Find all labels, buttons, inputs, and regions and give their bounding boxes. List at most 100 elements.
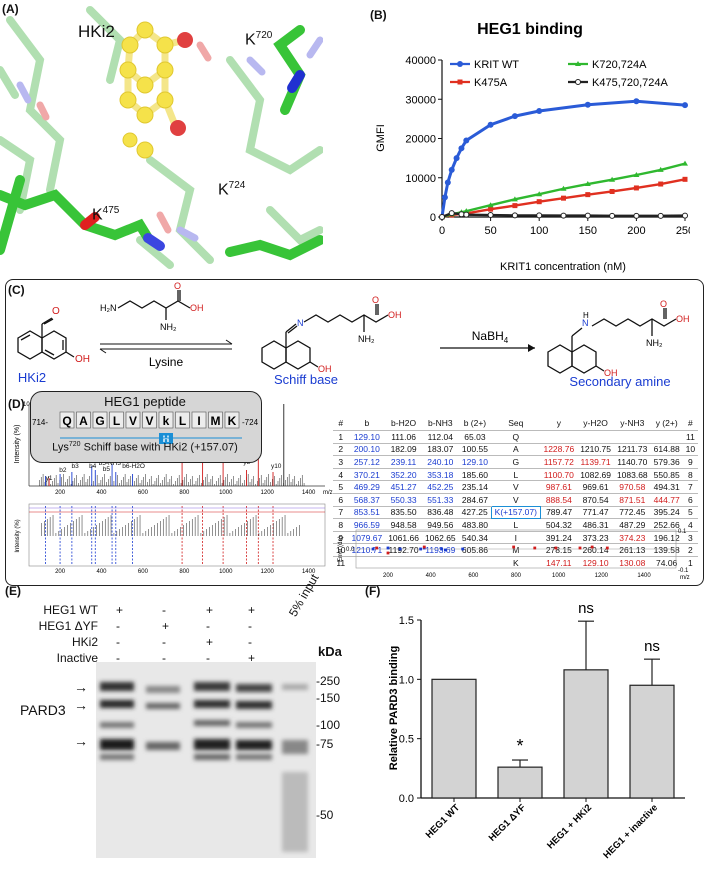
data-point: [584, 181, 591, 187]
chart-f-bars: HEG1 WT * HEG1 ΔYF ns HEG1 + HKi2 ns HEG1 + in…: [424, 600, 675, 861]
svg-text:Q: Q: [62, 414, 71, 428]
panel-a-ligand-label: HKi2: [78, 22, 115, 41]
ion-table-cell: 853.51: [348, 505, 386, 519]
blot-lane-sign: -: [206, 651, 210, 665]
svg-text:A: A: [79, 414, 88, 428]
error-point: [386, 551, 390, 555]
svg-text:H: H: [583, 311, 589, 320]
spectrum-xtick: 1400: [302, 490, 316, 496]
panel-label-c: (C): [8, 283, 25, 297]
ion-table-cell: 183.07: [421, 442, 459, 456]
secondary-amine-structure: [547, 308, 677, 374]
svg-text:OH: OH: [388, 310, 402, 320]
data-point: [487, 212, 494, 219]
ion-table-cell: K(+157.07): [490, 505, 541, 520]
mirror-xtick: 600: [138, 569, 149, 575]
chart-b-ylabel: GMFI: [375, 124, 387, 152]
chart-b-series: [439, 98, 688, 220]
ion-table-cell: 568.37: [348, 492, 386, 507]
chart-b-xtick: 50: [484, 225, 496, 237]
chart-b-series-3: [439, 210, 688, 220]
data-point: [536, 108, 543, 115]
blot-lane-sign: -: [116, 635, 120, 649]
ion-table-cell: A: [491, 442, 541, 456]
svg-text:K: K: [228, 414, 237, 428]
ion-table-cell: 870.54: [577, 492, 614, 507]
data-point: [511, 212, 518, 219]
ion-table-row: 9 1079.67 1061.66 1062.65 540.34 I 391.24 373.2…: [333, 530, 699, 544]
ion-table-cell: 1: [333, 430, 349, 444]
data-point: [609, 212, 616, 219]
spectrum-xtick: 400: [96, 490, 107, 496]
data-point: [536, 191, 543, 197]
peak-label: b6-H2O: [122, 463, 145, 470]
ion-table-cell: 7: [333, 505, 349, 519]
ion-table-cell: [613, 430, 651, 444]
ion-table-cell: [577, 430, 614, 444]
error-point: [375, 546, 379, 550]
blot-arrows: → → →: [74, 679, 88, 749]
ion-table-cell: 771.47: [577, 505, 614, 519]
blot-lane-sign: +: [162, 619, 170, 633]
error-point: [398, 547, 402, 551]
svg-text:O: O: [372, 295, 379, 305]
data-point: [682, 212, 688, 219]
error-point: [422, 545, 426, 549]
ion-table-cell: 1062.65: [421, 530, 459, 544]
peak-label: b4: [89, 463, 97, 470]
chart-f-ytick: 0.0: [399, 793, 414, 805]
ion-table-cell: 836.48: [421, 505, 459, 519]
ion-table-cell: 130.08: [613, 555, 651, 569]
chart-b: HEG1 binding GMFI KRIT1 concentration (n…: [375, 21, 690, 273]
ion-table-cell: 427.25: [458, 505, 492, 519]
ion-table-cell: 147.11: [540, 555, 578, 569]
panel-cd-frame: [5, 279, 704, 586]
ion-table-cell: 789.47: [540, 505, 578, 519]
svg-text:H: H: [163, 434, 170, 444]
peptide-residue: L: [175, 411, 190, 429]
ion-table-cell: I: [491, 530, 541, 544]
chart-f-ytick: 1.0: [399, 674, 414, 686]
ion-table-cell: [540, 430, 578, 444]
ion-table-row: 8 966.59 948.58 949.56 483.80 L 504.32 486.31 48…: [333, 518, 699, 532]
chart-b-ytick: 10000: [405, 173, 436, 185]
ion-table-cell: V: [491, 480, 541, 494]
residue-label-k720: K720: [245, 30, 273, 49]
ion-table-cell: 1: [682, 555, 699, 569]
blot-condition-label: HKi2: [71, 635, 98, 649]
ion-table-cell: 185.60: [458, 467, 492, 481]
chart-b-ytick: 20000: [405, 134, 436, 146]
error-xtick: 1000: [552, 573, 566, 579]
data-point: [488, 206, 494, 212]
ion-table-cell: 451.27: [385, 480, 422, 494]
ion-table-row: 11 K 147.11 129.10 130.08 74.06 1: [333, 555, 699, 569]
data-point: [453, 155, 460, 162]
ion-table-cell: y-H2O: [583, 418, 608, 428]
spectrum-xlabel: m/z: [323, 490, 333, 496]
ion-table-cell: 252.66: [650, 518, 683, 532]
ion-table-cell: 966.59: [348, 518, 386, 532]
svg-text:OH: OH: [676, 314, 690, 324]
ion-table-cell: 888.54: [540, 492, 578, 507]
blot-lane-sign: -: [248, 619, 252, 633]
svg-text:OH: OH: [318, 364, 332, 374]
ion-table-cell: G: [491, 455, 541, 469]
ion-table-cell: 9: [333, 530, 349, 544]
svg-text:NH₂: NH₂: [160, 322, 177, 332]
error-xlabel: m/z: [680, 575, 690, 581]
svg-text:G: G: [95, 414, 104, 428]
ion-table-cell: 239.11: [385, 455, 422, 469]
ion-table-cell: 182.09: [385, 442, 422, 456]
ion-table-cell: L: [491, 467, 541, 481]
chart-f-category: HEG1 WT: [424, 802, 463, 841]
ion-table-cell: 100.55: [458, 442, 492, 456]
ion-table-cell: 871.51: [613, 492, 651, 507]
error-top: 0.1: [678, 529, 687, 535]
chart-b-xlabel: KRIT1 concentration (nM): [500, 261, 626, 273]
ion-table-cell: 1079.67: [348, 530, 386, 544]
ion-table-cell: #: [338, 418, 344, 428]
svg-text:OH: OH: [75, 354, 90, 365]
error-zero: 0.0: [346, 547, 355, 553]
ion-table: # b b-H2O b-NH3 b (2+) Seq y y-H2O y-NH3 y (2+) #1…: [333, 416, 699, 569]
data-point: [609, 188, 615, 194]
